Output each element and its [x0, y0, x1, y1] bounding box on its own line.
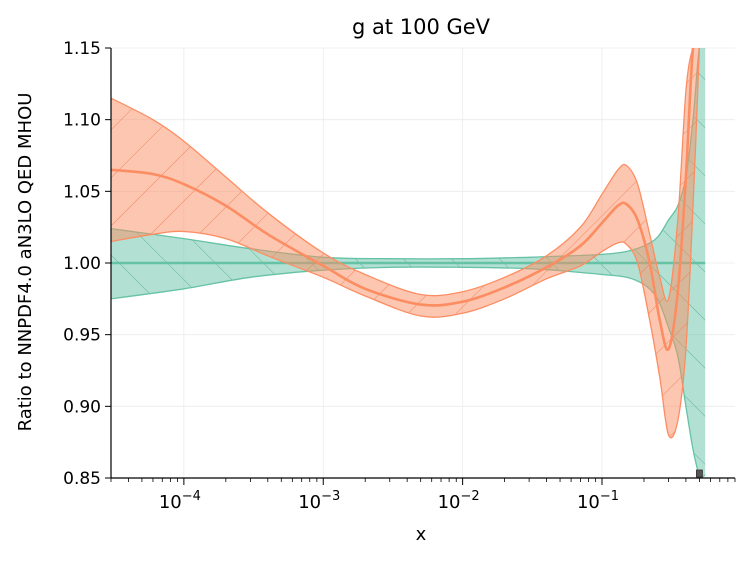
series-reference	[111, 48, 706, 478]
y-tick-label: 1.10	[63, 111, 101, 131]
y-tick-label: 1.15	[63, 39, 101, 59]
band-lower-edge	[111, 266, 706, 478]
y-tick-label: 1.00	[63, 254, 101, 274]
x-tick-label: 10−4	[159, 489, 201, 513]
series-alternative	[111, 48, 701, 439]
endpoint-marker	[696, 469, 703, 478]
tick-labels: 0.85 0.90 0.95 1.00 1.05 1.10 1.15 10−4 10−3 10−2…	[63, 39, 619, 513]
x-axis-label: x	[416, 524, 427, 545]
x-tick-label: 10−3	[298, 489, 340, 513]
x-tick-label: 10−2	[438, 489, 480, 513]
axes	[105, 47, 736, 485]
band-upper-edge	[111, 48, 700, 302]
y-tick-label: 0.85	[63, 469, 101, 489]
band-lower-edge	[111, 48, 701, 439]
series-layer	[111, 48, 706, 478]
band-hatch	[111, 48, 700, 438]
x-tick-label: 10−1	[577, 489, 619, 513]
y-tick-label: 1.05	[63, 182, 101, 202]
y-tick-label: 0.90	[63, 397, 101, 417]
y-tick-label: 0.95	[63, 326, 101, 346]
central-line	[111, 48, 701, 352]
band-hatch	[111, 48, 706, 477]
chart-title: g at 100 GeV	[352, 15, 491, 39]
y-axis-label: Ratio to NNPDF4.0 aN3LO QED MHOU	[15, 93, 36, 432]
